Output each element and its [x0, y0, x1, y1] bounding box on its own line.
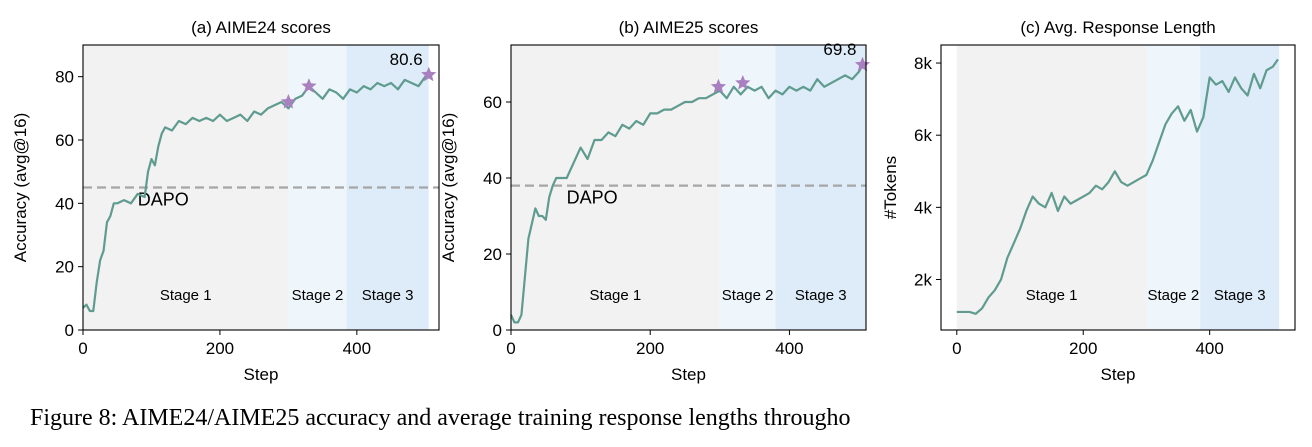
y-tick-label: 20	[55, 258, 74, 277]
star-marker	[301, 78, 317, 93]
axes-frame	[940, 44, 1296, 331]
y-tick-label: 0	[65, 321, 74, 340]
chart-title: (b) AIME25 scores	[619, 18, 759, 37]
stage-band-2	[1146, 45, 1201, 330]
y-tick-label: 40	[55, 194, 74, 213]
star-marker	[710, 78, 727, 94]
y-axis-label: Accuracy (avg@16)	[439, 113, 458, 263]
stage-band-1	[956, 45, 1147, 330]
x-axis-label: Step	[671, 365, 706, 384]
stage-label: Stage 2	[1147, 287, 1199, 304]
axes-frame	[510, 44, 867, 331]
stage-label: Stage 1	[160, 287, 212, 304]
y-tick-label: 8k	[914, 54, 932, 73]
stage-label: Stage 1	[590, 287, 642, 304]
chart-panel-1: Stage 1 Stage 2 Stage 3 DAPO 80.6 0 200 400 0 20 4…	[11, 18, 440, 384]
y-tick-label: 80	[55, 68, 74, 87]
chart-panel-3: Stage 1 Stage 2 Stage 3 0 200 400 2k 4k 6k 8k (c) …	[881, 18, 1296, 384]
chart-title: (a) AIME24 scores	[191, 18, 331, 37]
stage-label: Stage 3	[795, 287, 847, 304]
star-marker	[280, 94, 296, 109]
chart-panel-2: Stage 1 Stage 2 Stage 3 DAPO 69.8 0 200 400 0 20 4…	[439, 18, 871, 384]
series-line	[82, 73, 430, 313]
y-tick-label: 0	[493, 321, 502, 340]
star-marker	[735, 75, 751, 90]
baseline-label: DAPO	[138, 190, 189, 210]
stage-label: Stage 2	[722, 287, 774, 304]
x-tick-label: 400	[775, 339, 803, 358]
final-value-label: 69.8	[823, 40, 856, 59]
stage-band-1	[511, 45, 720, 330]
x-tick-label: 200	[1069, 339, 1097, 358]
y-tick-label: 4k	[914, 198, 932, 217]
figure-caption: Figure 8: AIME24/AIME25 accuracy and ave…	[30, 405, 851, 431]
star-marker	[421, 66, 437, 82]
baseline-label: DAPO	[567, 188, 618, 208]
series-line	[956, 58, 1279, 315]
stage-label: Stage 1	[1026, 287, 1078, 304]
chart-title: (c) Avg. Response Length	[1020, 18, 1215, 37]
x-tick-label: 400	[1195, 339, 1223, 358]
y-tick-label: 60	[483, 93, 502, 112]
stage-band-3	[346, 45, 429, 330]
series-line	[509, 64, 864, 324]
stage-label: Stage 3	[362, 287, 414, 304]
x-tick-label: 0	[506, 339, 515, 358]
y-axis-label: #Tokens	[881, 156, 900, 219]
x-axis-label: Step	[1101, 365, 1136, 384]
final-value-label: 80.6	[390, 50, 423, 69]
x-axis-label: Step	[244, 365, 279, 384]
axes-frame	[82, 44, 440, 331]
stage-label: Stage 2	[292, 287, 344, 304]
stage-band-3	[775, 45, 866, 330]
stage-band-3	[1200, 45, 1280, 330]
y-tick-label: 60	[55, 131, 74, 150]
x-tick-label: 400	[343, 339, 371, 358]
y-tick-label: 2k	[914, 270, 932, 289]
x-tick-label: 200	[206, 339, 234, 358]
x-tick-label: 0	[78, 339, 87, 358]
y-tick-label: 6k	[914, 126, 932, 145]
x-tick-label: 200	[636, 339, 664, 358]
x-tick-label: 0	[952, 339, 961, 358]
y-tick-label: 40	[483, 169, 502, 188]
y-tick-label: 20	[483, 245, 502, 264]
y-axis-label: Accuracy (avg@16)	[11, 113, 30, 263]
stage-label: Stage 3	[1214, 287, 1266, 304]
